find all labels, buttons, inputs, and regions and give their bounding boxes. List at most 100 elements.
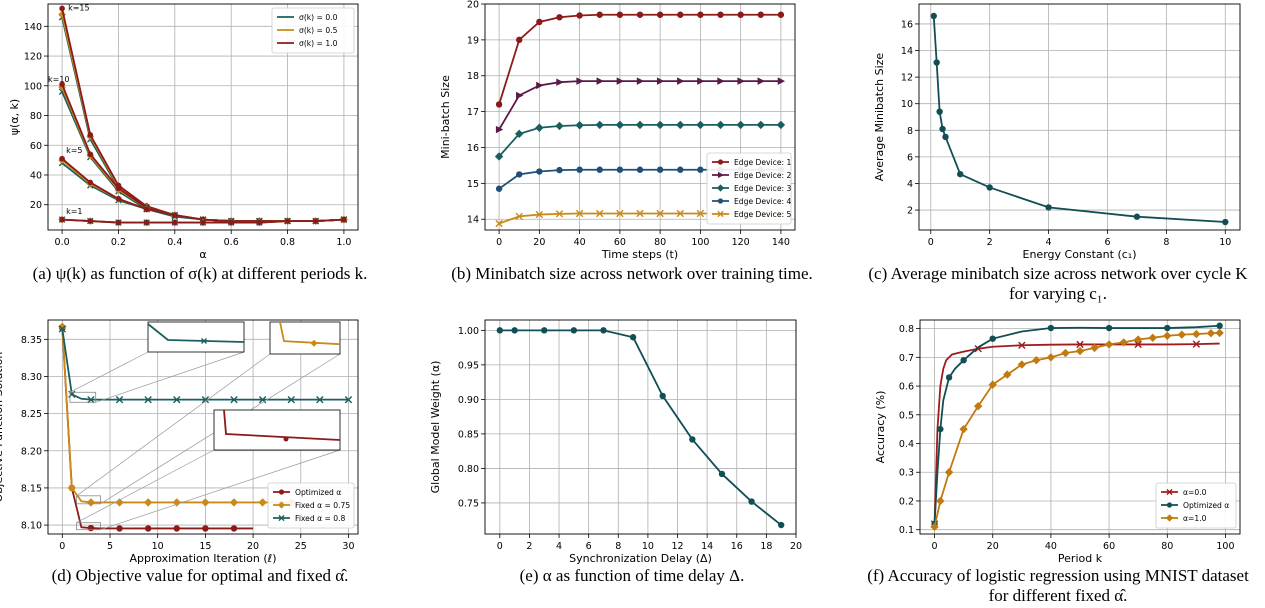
inset-line [223,409,341,441]
series-layer [930,322,1224,532]
data-point [777,11,785,18]
x-tick-label: 20 [533,237,545,248]
legend: σ(k) = 0.0 σ(k) = 0.5 σ(k) = 1.0 [271,7,355,54]
y-tick-label: 8.15 [21,483,42,494]
y-axis-label: ψ(α, k) [8,99,21,135]
x-tick-label: 120 [732,237,750,248]
x-tick-label: 30 [342,541,354,552]
data-point [636,209,644,218]
x-tick-label: 60 [1103,541,1115,552]
data-point [1133,213,1141,220]
data-point [939,125,946,133]
plot-frame [484,3,796,231]
data-point [258,395,267,404]
chart-f: 0 20 40 60 80 100 0.1 0.2 0.3 0.4 0.5 0.6 0.7 0.8 Peri… [874,319,1241,565]
data-point [67,483,77,493]
x-tick-label: 4 [1046,237,1052,248]
data-point [737,11,744,18]
y-tick-label: 10 [901,99,913,110]
y-tick-label: 0.2 [899,496,914,507]
chart-a: 0.0 0.2 0.4 0.6 0.8 1.0 20 40 60 80 100 120 140 α ψ(α,… [8,3,359,261]
data-point [986,184,993,191]
chart-e: 0 2 4 6 8 10 12 14 16 18 20 0.75 0.80 0.85 0.90 0.95 1.0… [429,319,802,565]
x-tick-label: 10 [152,541,164,552]
y-tick-label: 16 [901,19,913,30]
plot-frame [47,3,359,231]
data-point [115,498,124,507]
y-tick-label: 0.75 [458,498,479,509]
x-tick-label: 0.0 [55,237,70,248]
x-tick-label: 12 [671,541,683,552]
data-point [576,12,583,19]
x-axis-label: Synchronization Delay (Δ) [569,552,712,565]
x-tick-label: 2 [526,541,532,552]
legend-label: Edge Device: 5 [734,210,791,219]
inset-box [147,321,245,353]
data-point [736,120,745,130]
data-point [1105,324,1113,332]
data-point [596,166,603,173]
zoom-region [76,495,101,505]
data-point [936,496,945,506]
data-point [284,218,291,224]
inset-line [147,323,245,343]
caption-a-text: (a) ψ(k) as function of σ(k) at differen… [32,264,368,283]
data-point [1148,333,1157,343]
data-point [756,120,765,130]
data-point [59,216,65,223]
x-tick-label: 100 [691,237,709,248]
data-point [676,120,685,130]
x-tick-label: 20 [790,541,802,552]
y-tick-label: 0.6 [899,382,914,393]
x-tick-label: 0.2 [111,237,126,248]
x-tick-label: 4 [556,541,562,552]
x-tick-label: 1.0 [336,237,351,248]
data-point [58,322,67,331]
legend-label: Edge Device: 4 [734,197,791,206]
data-point [748,498,755,505]
x-tick-label: 80 [1161,541,1173,552]
x-tick-label: 80 [654,237,666,248]
data-point [575,209,584,218]
data-point [655,120,665,130]
data-point [316,395,324,404]
data-point [312,218,319,224]
data-point [1222,218,1229,226]
data-point [930,12,937,20]
zoom-inset [76,321,341,505]
data-point [1017,360,1027,369]
plot-frame [918,3,1241,231]
x-tick-label: 14 [701,541,713,552]
legend-box [706,152,792,225]
data-point [494,152,504,161]
data-point [555,121,564,131]
data-point [86,498,96,507]
data-point [1090,343,1099,353]
data-point [676,209,684,218]
data-point [516,36,523,44]
data-point [1177,330,1187,339]
y-tick-label: 6 [907,152,913,163]
x-tick-label: 0.8 [280,237,295,248]
data-point [930,522,939,532]
data-point [1104,340,1114,349]
x-tick-label: 2 [987,237,993,248]
data-point [636,166,644,173]
y-tick-label: 20 [467,0,479,11]
data-point [87,218,94,224]
data-point [1047,324,1055,332]
y-tick-label: 17 [467,107,479,118]
data-point [718,470,726,478]
y-tick-label: 8.10 [21,521,42,532]
caption-c-text: (c) Average minibatch size across networ… [868,264,1248,303]
data-point [973,401,983,411]
inset-marker [201,338,207,344]
data-point [58,325,67,333]
data-point [230,525,238,532]
data-point [616,166,624,173]
data-point [636,11,644,18]
data-point [115,395,124,404]
series-layer [496,327,785,529]
data-point [570,327,578,334]
data-point [87,395,95,404]
